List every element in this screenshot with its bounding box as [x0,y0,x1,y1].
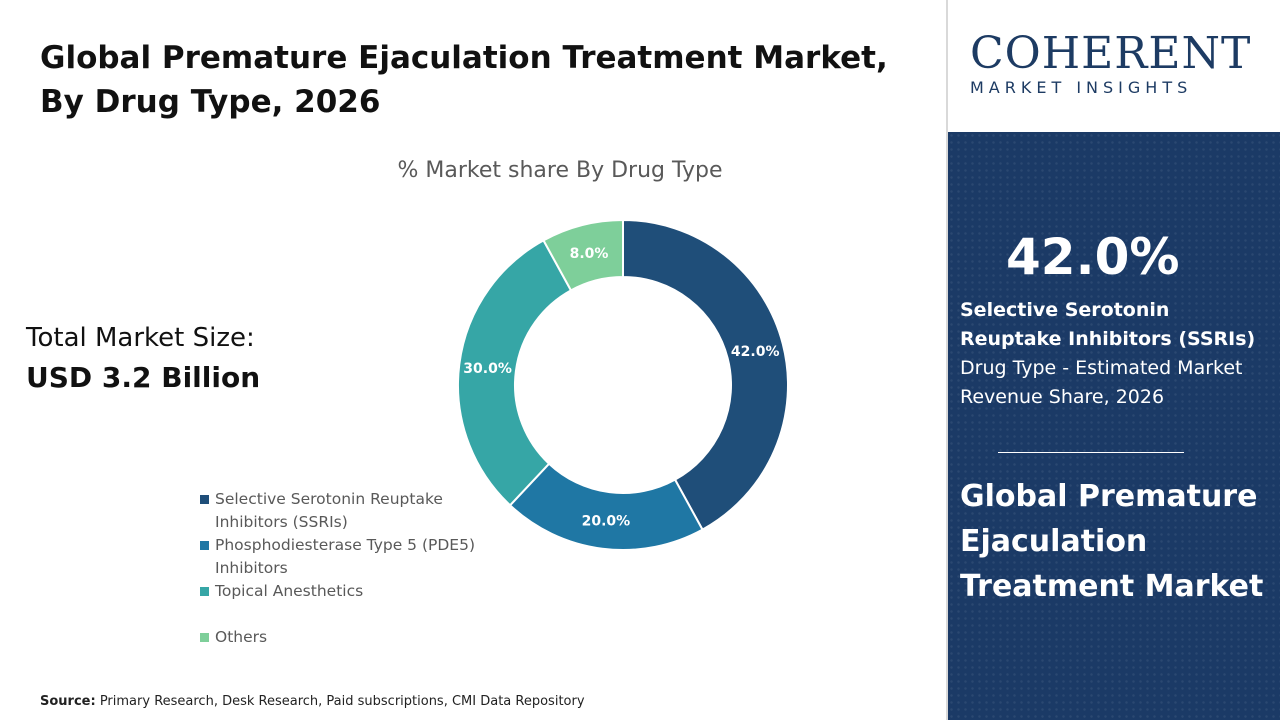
chart-legend: Selective Serotonin Reuptake Inhibitors (… [200,488,500,649]
highlight-percent: 42.0% [1006,228,1180,286]
market-name: Global Premature Ejaculation Treatment M… [960,479,1264,604]
logo-wordmark: COHERENT [970,28,1252,79]
legend-swatch [200,541,209,550]
donut-slice-ssri [622,218,789,531]
legend-label: Inhibitors (SSRIs) [215,513,348,531]
legend-item-pde5: Phosphodiesterase Type 5 (PDE5) Inhibitor… [200,534,500,580]
logo: COHERENT MARKET INSIGHTS [948,0,1280,132]
donut-chart: 42.0% 20.0% 30.0% 8.0% [457,218,789,551]
legend-item-ssri: Selective Serotonin Reuptake Inhibitors (… [200,488,500,534]
legend-label: Phosphodiesterase Type 5 (PDE5) [215,536,476,554]
highlight-description: Selective Serotonin Reuptake Inhibitors … [960,296,1260,412]
data-label-pde5: 20.0% [582,513,631,529]
summary-panel: COHERENT MARKET INSIGHTS 42.0% Selective… [948,0,1280,720]
legend-label: Others [215,628,268,646]
data-label-others: 8.0% [570,246,609,262]
chart-title: % Market share By Drug Type [397,158,723,183]
source-note: Source: Primary Research, Desk Research,… [40,694,585,709]
market-size-label: Total Market Size: [26,323,255,353]
legend-swatch [200,495,209,504]
source-text: Primary Research, Desk Research, Paid su… [95,694,585,709]
title-line-2: By Drug Type, 2026 [40,84,381,120]
data-label-topical-anesthetics: 30.0% [463,361,512,377]
title-line-1: Global Premature Ejaculation Treatment M… [40,40,888,76]
data-label-ssri: 42.0% [731,344,780,360]
legend-item-topical-anesthetics: Topical Anesthetics [200,580,500,603]
market-size-value: USD 3.2 Billion [26,361,261,394]
highlight-segment: Selective Serotonin Reuptake Inhibitors … [960,299,1256,350]
legend-swatch [200,587,209,596]
page-title: Global Premature Ejaculation Treatment M… [40,36,920,124]
legend-label: Selective Serotonin Reuptake [215,490,443,508]
donut-slice-pde5 [508,462,704,551]
logo-tagline: MARKET INSIGHTS [970,78,1193,97]
divider [998,452,1184,453]
legend-swatch [200,633,209,642]
legend-label: Topical Anesthetics [215,582,364,600]
legend-item-others: Others [200,626,500,649]
highlight-box: 42.0% Selective Serotonin Reuptake Inhib… [948,132,1280,720]
highlight-description-rest: Drug Type - Estimated Market Revenue Sha… [960,357,1243,408]
source-label: Source: [40,694,96,709]
donut-slice-others [542,218,624,292]
donut-slice-topical-anesthetics [457,239,573,507]
legend-label: Inhibitors [215,559,288,577]
chart-panel: Global Premature Ejaculation Treatment M… [26,0,948,720]
